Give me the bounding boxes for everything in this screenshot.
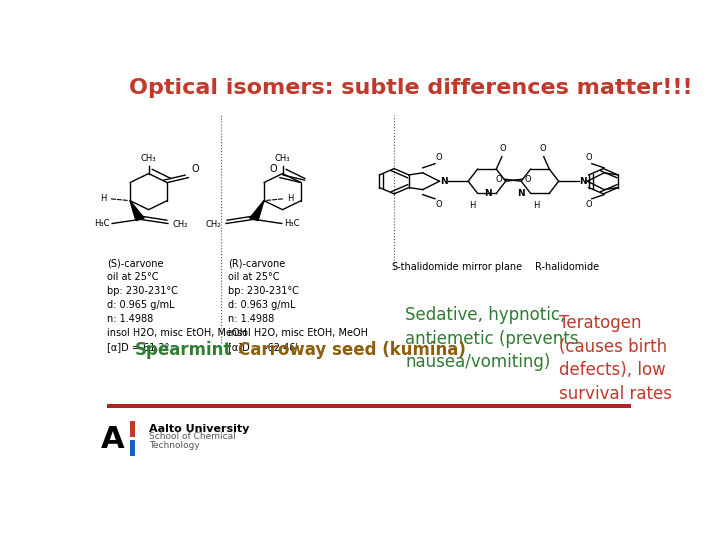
Text: N: N: [517, 189, 524, 198]
Text: O: O: [192, 164, 199, 174]
Text: CH₂: CH₂: [206, 220, 222, 229]
Text: (S)-carvone
oil at 25°C
bp: 230-231°C
d: 0.965 g/mL
n: 1.4988
insol H2O, misc Et: (S)-carvone oil at 25°C bp: 230-231°C d:…: [107, 258, 247, 352]
Bar: [130, 440, 135, 456]
Text: CH₃: CH₃: [141, 154, 156, 163]
Text: H₃C: H₃C: [94, 219, 109, 228]
Polygon shape: [250, 201, 264, 220]
Text: mirror plane: mirror plane: [462, 262, 522, 272]
Text: H₃C: H₃C: [284, 219, 300, 228]
Text: CH₃: CH₃: [275, 154, 290, 163]
Text: O: O: [585, 200, 592, 210]
Text: N: N: [484, 189, 492, 198]
Text: Teratogen
(causes birth
defects), low
survival rates: Teratogen (causes birth defects), low su…: [559, 314, 672, 403]
Text: Technology: Technology: [148, 441, 199, 450]
Text: N: N: [579, 177, 587, 186]
Text: Carroway seed (kumina): Carroway seed (kumina): [238, 341, 466, 359]
Text: O: O: [495, 174, 502, 184]
Text: H: H: [287, 194, 294, 203]
Text: O: O: [539, 144, 546, 153]
Text: S-thalidomide: S-thalidomide: [391, 262, 459, 272]
Text: O: O: [435, 200, 441, 210]
Text: N: N: [440, 177, 448, 186]
Polygon shape: [130, 201, 144, 220]
Text: CH₂: CH₂: [172, 220, 188, 229]
Text: Optical isomers: subtle differences matter!!!: Optical isomers: subtle differences matt…: [129, 78, 693, 98]
Bar: [107, 404, 631, 408]
Bar: [130, 421, 135, 437]
Text: O: O: [500, 144, 506, 153]
Text: H: H: [469, 201, 475, 210]
Text: Aalto University: Aalto University: [148, 423, 249, 434]
Text: H: H: [100, 194, 107, 203]
Text: (R)-carvone
oil at 25°C
bp: 230-231°C
d: 0.963 g/mL
n: 1.4988
insol H2O, misc Et: (R)-carvone oil at 25°C bp: 230-231°C d:…: [228, 258, 369, 352]
Text: O: O: [269, 164, 277, 174]
Text: School of Chemical: School of Chemical: [148, 433, 235, 441]
Text: H: H: [533, 201, 539, 210]
Text: Spearmint: Spearmint: [135, 341, 232, 359]
Text: Sedative, hypnotic,
antiemetic (prevents
nausea/vomiting): Sedative, hypnotic, antiemetic (prevents…: [405, 306, 579, 371]
Text: O: O: [525, 174, 531, 184]
Text: A: A: [101, 424, 124, 454]
Text: O: O: [585, 153, 592, 162]
Text: O: O: [435, 153, 441, 162]
Text: R-halidomide: R-halidomide: [535, 262, 599, 272]
